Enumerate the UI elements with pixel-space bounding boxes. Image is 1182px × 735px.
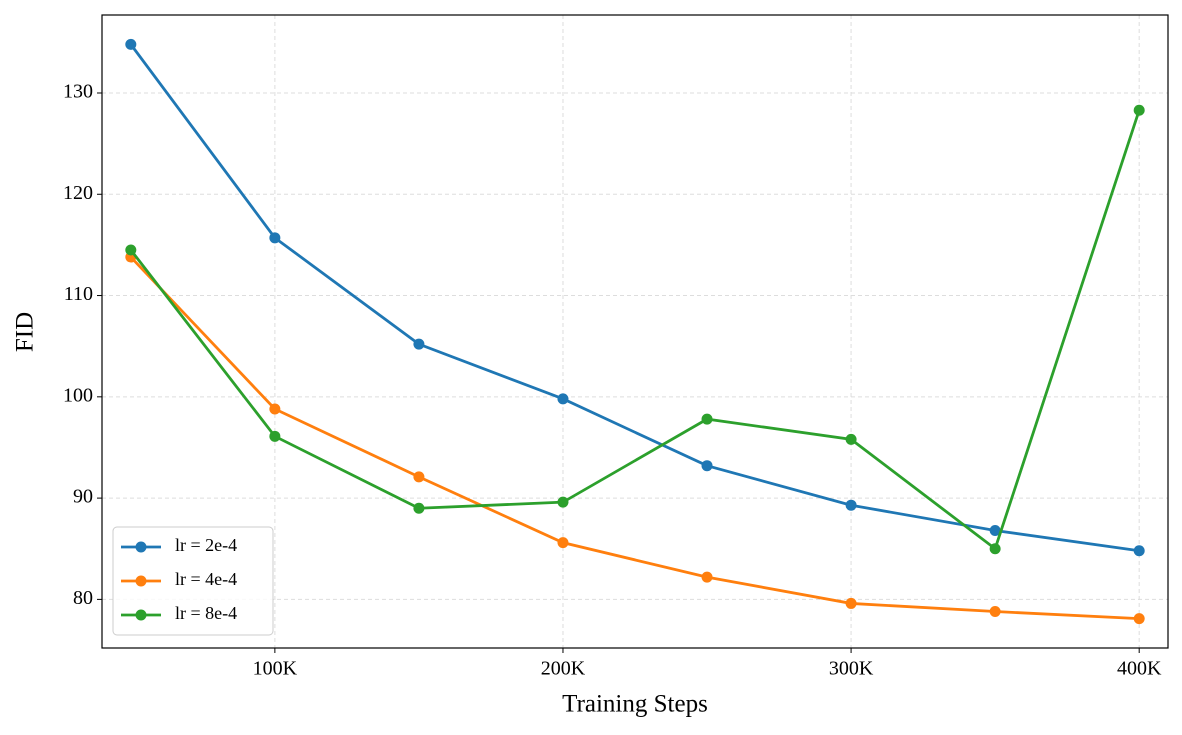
x-tick-label: 400K [1117,658,1162,680]
data-point [413,471,425,483]
y-axis-label: FID [12,312,39,352]
legend-label: lr = 4e-4 [175,569,237,589]
x-axis-label: Training Steps [562,691,708,718]
y-tick-label: 130 [63,81,93,103]
data-point [701,571,713,583]
data-point [557,393,569,405]
data-point [701,413,713,425]
legend-label: lr = 2e-4 [175,535,237,555]
data-point [269,403,281,415]
y-tick-label: 120 [63,182,93,204]
data-point [557,496,569,508]
data-point [989,525,1001,537]
data-point [845,433,857,445]
data-point [1133,104,1145,116]
data-point [269,430,281,442]
y-tick-label: 90 [73,486,93,508]
legend-box [112,526,274,636]
data-point [989,606,1001,618]
plot-frame [101,14,1169,649]
data-point [701,460,713,472]
legend-marker [135,541,147,553]
y-tick-label: 80 [73,587,93,609]
data-point [1133,545,1145,557]
data-point [845,597,857,609]
x-tick-label: 100K [253,658,298,680]
legend-label: lr = 8e-4 [175,603,237,623]
x-tick-label: 300K [829,658,874,680]
data-point [413,502,425,514]
series-line [129,109,1141,552]
y-tick-label: 100 [63,384,93,406]
legend-marker [135,575,147,587]
data-point [1133,613,1145,625]
data-point [989,543,1001,555]
data-point [125,38,137,50]
data-point [557,537,569,549]
series-line [129,43,1140,553]
data-point [125,244,137,256]
y-tick-label: 110 [64,283,93,305]
legend: lr = 2e-4 lr = 4e-4 lr = 8e-4 [112,526,274,636]
data-point [269,232,281,244]
x-tick-label: 200K [541,658,586,680]
data-point [845,499,857,511]
legend-marker [135,609,147,621]
data-point [413,338,425,350]
series-line [129,256,1140,621]
